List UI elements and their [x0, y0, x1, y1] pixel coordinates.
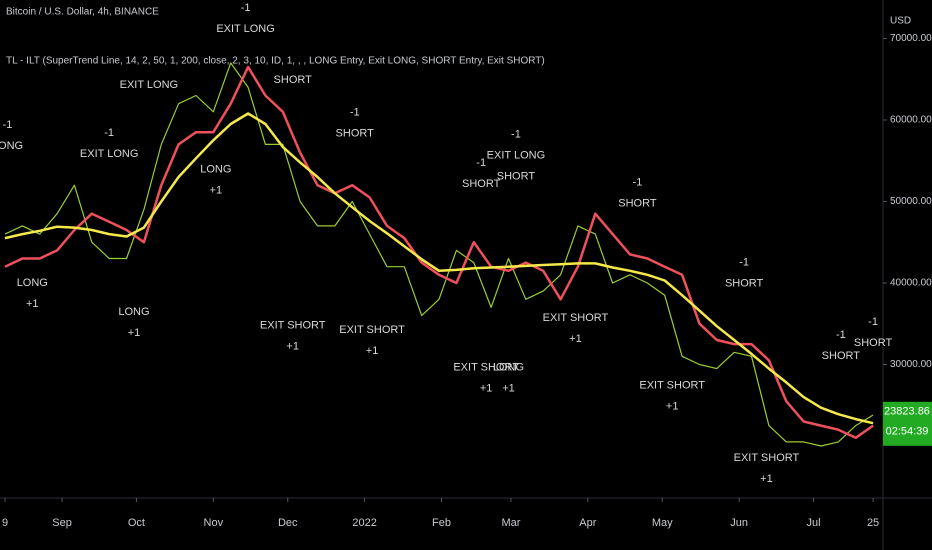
- y-tick-label: 40000.00: [890, 278, 932, 289]
- annotation-text: EXIT SHORT: [339, 324, 405, 336]
- annotation-text: -1: [511, 129, 521, 141]
- indicator-label: TL - ILT (SuperTrend Line, 14, 2, 50, 1,…: [6, 56, 545, 67]
- signal-annotation: LONG +1: [17, 277, 48, 310]
- x-tick-label: Nov: [204, 517, 224, 529]
- annotation-text: -1: [241, 2, 251, 14]
- signal-annotation: -1 SHORT: [822, 329, 861, 362]
- annotation-text: +1: [502, 383, 515, 395]
- signal-annotation: SHORT: [274, 74, 313, 86]
- signal-annotation: -1 EXIT LONG: [80, 127, 138, 160]
- signal-annotation: LONG +1: [493, 362, 524, 395]
- signal-annotation: EXIT LONG: [120, 79, 178, 91]
- last-price-label: 23823.86: [884, 406, 930, 418]
- signal-annotation: -1 SHORT: [725, 257, 764, 290]
- annotation-text: -1: [104, 127, 114, 139]
- y-tick-label: 50000.00: [890, 196, 932, 207]
- annotation-text: +1: [480, 383, 493, 395]
- x-tick-label: Jul: [807, 517, 821, 529]
- annotation-text: +1: [286, 340, 299, 352]
- last-price-tag: [883, 401, 932, 446]
- annotation-text: SHORT: [462, 178, 501, 190]
- x-tick-label: 9: [2, 517, 8, 529]
- annotation-text: SHORT: [274, 74, 313, 86]
- annotation-text: EXIT LONG: [216, 23, 274, 35]
- annotation-text: +1: [210, 185, 223, 197]
- signal-annotation: -1 SHORT: [336, 107, 375, 140]
- annotation-text: -1: [476, 157, 486, 169]
- series-line: [4, 62, 874, 447]
- signal-annotation: LONG +1: [200, 164, 231, 197]
- annotation-text: LONG: [200, 164, 231, 176]
- y-tick-label: 60000.00: [890, 115, 932, 126]
- series-line: [4, 65, 874, 440]
- annotation-text: -1: [739, 257, 749, 269]
- x-tick-label: Mar: [501, 517, 520, 529]
- x-tick-label: Dec: [278, 517, 298, 529]
- annotation-text: -1: [3, 119, 13, 131]
- annotation-text: SHORT: [618, 198, 657, 210]
- signal-annotation: -1 EXIT LONG: [216, 2, 274, 35]
- annotation-text: EXIT SHORT: [260, 319, 326, 331]
- annotation-text: +1: [569, 333, 582, 345]
- annotation-text: SHORT: [822, 350, 861, 362]
- signal-annotation: EXIT SHORT +1: [639, 380, 705, 413]
- y-tick-label: 30000.00: [890, 359, 932, 370]
- series-line: [4, 112, 874, 425]
- annotation-text: -1: [350, 107, 360, 119]
- signal-annotation: -1 SHORT: [462, 157, 501, 190]
- annotation-text: +1: [366, 345, 379, 357]
- signal-annotation: -1 SHORT: [618, 177, 657, 210]
- signal-annotation: -1 EXIT LONG SHORT: [487, 129, 545, 183]
- chart-title: Bitcoin / U.S. Dollar, 4h, BINANCE: [6, 7, 159, 18]
- x-tick-label: Sep: [52, 517, 72, 529]
- annotation-text: -1: [633, 177, 643, 189]
- annotation-text: +1: [26, 298, 39, 310]
- annotation-text: -1: [836, 329, 846, 341]
- signal-annotation: EXIT SHORT +1: [339, 324, 405, 357]
- signal-annotation: -1 SHORT: [854, 316, 893, 349]
- signal-annotation: EXIT SHORT +1: [453, 362, 519, 395]
- annotation-text: EXIT SHORT: [639, 380, 705, 392]
- x-tick-label: Feb: [432, 517, 451, 529]
- annotation-text: SHORT: [854, 337, 893, 349]
- signal-annotation: EXIT SHORT +1: [543, 312, 609, 345]
- x-tick-label: Jun: [730, 517, 748, 529]
- annotation-text: LONG: [493, 362, 524, 374]
- signal-annotation: EXIT SHORT +1: [260, 319, 326, 352]
- x-tick-label: 25: [867, 517, 879, 529]
- annotation-text: LONG: [17, 277, 48, 289]
- x-tick-label: Oct: [128, 517, 145, 529]
- annotation-text: EXIT LONG: [80, 148, 138, 160]
- y-tick-label: 70000.00: [890, 33, 932, 44]
- annotation-text: +1: [666, 401, 679, 413]
- annotation-text: SHORT: [497, 171, 536, 183]
- annotation-text: -1: [868, 316, 878, 328]
- annotation-text: LONG: [118, 306, 149, 318]
- axis-unit: USD: [890, 16, 911, 27]
- signal-annotation: EXIT SHORT +1: [734, 452, 800, 485]
- annotation-text: +1: [128, 327, 141, 339]
- annotation-text: EXIT LONG: [120, 79, 178, 91]
- signal-annotation: -1 LONG: [0, 119, 23, 152]
- annotation-text: EXIT SHORT: [543, 312, 609, 324]
- x-tick-label: May: [652, 517, 673, 529]
- countdown-label: 02:54:39: [886, 426, 929, 438]
- annotation-text: SHORT: [336, 128, 375, 140]
- annotation-text: LONG: [0, 140, 23, 152]
- annotation-text: EXIT SHORT: [734, 452, 800, 464]
- x-tick-label: 2022: [352, 517, 376, 529]
- annotation-text: +1: [760, 473, 773, 485]
- annotation-text: EXIT LONG: [487, 150, 545, 162]
- annotation-text: SHORT: [725, 278, 764, 290]
- x-tick-label: Apr: [579, 517, 596, 529]
- signal-annotation: LONG +1: [118, 306, 149, 339]
- annotation-text: EXIT SHORT: [453, 362, 519, 374]
